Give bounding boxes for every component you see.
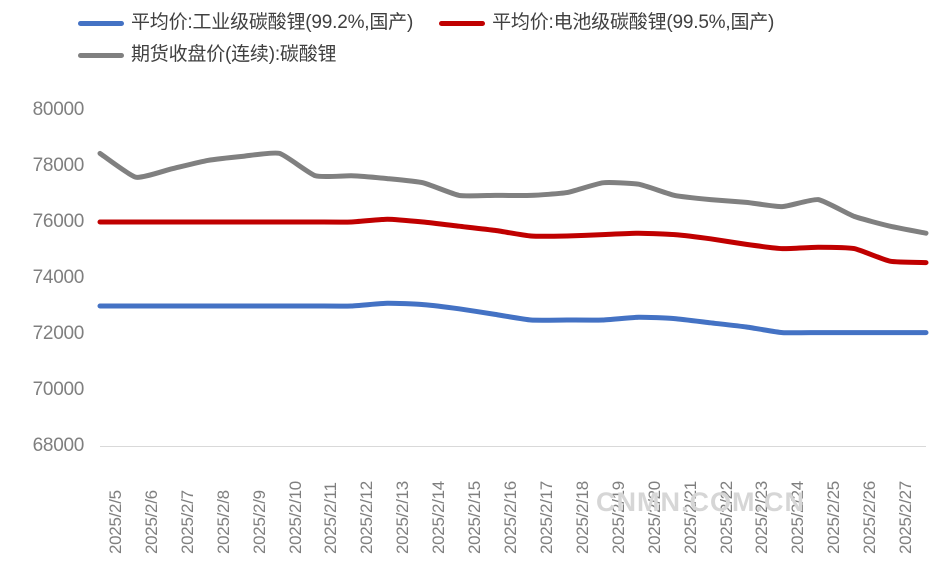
x-axis: 2025/2/5 2025/2/6 2025/2/7 2025/2/8 2025/2/9… bbox=[100, 450, 935, 562]
x-axis-tick-label: 2025/2/21 bbox=[680, 481, 700, 554]
x-axis-tick-label: 2025/2/25 bbox=[824, 481, 844, 554]
x-axis-tick-label: 2025/2/15 bbox=[465, 481, 485, 554]
x-axis-tick-label: 2025/2/9 bbox=[249, 490, 269, 554]
y-axis-tick-label: 78000 bbox=[32, 155, 85, 176]
series-line bbox=[97, 150, 929, 236]
y-axis-tick-label: 76000 bbox=[32, 211, 85, 232]
legend-item[interactable]: 期货收盘价(连续):碳酸锂 bbox=[78, 42, 337, 68]
y-axis: 80000 78000 76000 74000 72000 70000 68000 bbox=[0, 99, 92, 456]
chart-legend: 平均价:工业级碳酸锂(99.2%,国产) 平均价:电池级碳酸锂(99.5%,国产)… bbox=[78, 10, 928, 74]
series-canvas bbox=[97, 150, 929, 336]
y-axis-tick-label: 74000 bbox=[32, 267, 85, 288]
y-axis-tick-label: 72000 bbox=[32, 323, 85, 344]
x-axis-baseline bbox=[100, 446, 926, 447]
x-axis-tick-label: 2025/2/5 bbox=[106, 490, 125, 554]
line-swatch-icon bbox=[78, 20, 124, 26]
x-axis-tick-label: 2025/2/24 bbox=[788, 481, 808, 554]
x-axis-tick-label: 2025/2/23 bbox=[752, 481, 772, 554]
legend-item[interactable]: 平均价:工业级碳酸锂(99.2%,国产) bbox=[78, 10, 413, 36]
series-line bbox=[97, 300, 929, 336]
x-axis-tick-label: 2025/2/16 bbox=[501, 481, 521, 554]
y-axis-tick-label: 80000 bbox=[32, 99, 85, 120]
x-axis-tick-label: 2025/2/18 bbox=[572, 481, 592, 554]
x-axis-tick-label: 2025/2/7 bbox=[177, 490, 197, 554]
legend-item-label: 平均价:工业级碳酸锂(99.2%,国产) bbox=[131, 12, 414, 33]
y-axis-tick-label: 70000 bbox=[32, 379, 85, 400]
x-axis-tick-label: 2025/2/10 bbox=[285, 481, 305, 554]
y-axis-tick-label: 68000 bbox=[32, 435, 85, 456]
x-axis-tick-label: 2025/2/6 bbox=[141, 490, 161, 554]
x-axis-tick-label: 2025/2/22 bbox=[716, 481, 736, 554]
x-axis-tick-label: 2025/2/11 bbox=[321, 482, 341, 554]
x-axis-tick-label: 2025/2/20 bbox=[644, 481, 664, 554]
x-axis-tick-label: 2025/2/19 bbox=[608, 481, 628, 554]
x-axis-tick-label: 2025/2/27 bbox=[896, 481, 916, 554]
x-axis-tick-label: 2025/2/12 bbox=[357, 481, 377, 554]
legend-item-label: 期货收盘价(连续):碳酸锂 bbox=[131, 44, 337, 65]
legend-item-label: 平均价:电池级碳酸锂(99.5%,国产) bbox=[492, 12, 775, 33]
series-line bbox=[97, 216, 929, 266]
plot-area bbox=[97, 110, 929, 446]
x-axis-tick-label: 2025/2/8 bbox=[213, 490, 233, 554]
legend-item[interactable]: 平均价:电池级碳酸锂(99.5%,国产) bbox=[439, 10, 774, 36]
line-swatch-icon bbox=[439, 20, 486, 26]
x-axis-tick-label: 2025/2/14 bbox=[429, 481, 449, 554]
line-swatch-icon bbox=[78, 52, 124, 58]
x-axis-tick-label: 2025/2/17 bbox=[536, 481, 556, 554]
x-axis-tick-label: 2025/2/13 bbox=[393, 481, 413, 554]
x-axis-tick-label: 2025/2/26 bbox=[860, 481, 880, 554]
